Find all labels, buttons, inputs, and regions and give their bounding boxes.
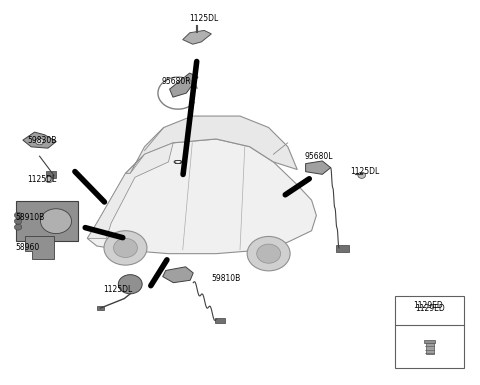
Circle shape: [104, 231, 147, 265]
Polygon shape: [306, 161, 331, 174]
Text: 1125DL: 1125DL: [28, 175, 57, 184]
Text: 95680L: 95680L: [304, 152, 333, 161]
Polygon shape: [23, 132, 56, 148]
Bar: [46, 171, 56, 178]
Text: 59830B: 59830B: [28, 136, 57, 146]
FancyBboxPatch shape: [395, 296, 464, 368]
Text: 1129ED: 1129ED: [414, 301, 444, 310]
Polygon shape: [183, 30, 211, 44]
Circle shape: [40, 209, 72, 234]
Circle shape: [358, 172, 365, 178]
Text: 1129ED: 1129ED: [415, 304, 444, 313]
Bar: [336, 245, 349, 252]
Circle shape: [247, 236, 290, 271]
Bar: [16, 201, 78, 241]
Text: 58960: 58960: [16, 243, 40, 253]
Bar: [424, 340, 435, 343]
Polygon shape: [25, 236, 54, 259]
Circle shape: [118, 275, 142, 294]
Polygon shape: [169, 73, 198, 97]
Text: 58910B: 58910B: [16, 213, 45, 222]
Bar: [97, 306, 104, 310]
Circle shape: [257, 244, 281, 263]
Text: 1125DL: 1125DL: [104, 285, 133, 295]
Text: 95680R: 95680R: [161, 77, 191, 86]
Text: 59810B: 59810B: [211, 274, 240, 283]
Circle shape: [114, 238, 137, 258]
Text: 1125DL: 1125DL: [190, 14, 219, 23]
Circle shape: [14, 224, 22, 230]
Circle shape: [14, 218, 22, 224]
Circle shape: [36, 138, 44, 145]
Polygon shape: [87, 143, 173, 238]
Text: 1125DL: 1125DL: [350, 167, 379, 176]
Polygon shape: [163, 267, 193, 283]
Bar: [426, 342, 433, 354]
Bar: [215, 318, 225, 323]
Polygon shape: [125, 116, 297, 173]
Circle shape: [14, 212, 22, 218]
Polygon shape: [87, 139, 316, 254]
Circle shape: [45, 176, 53, 182]
